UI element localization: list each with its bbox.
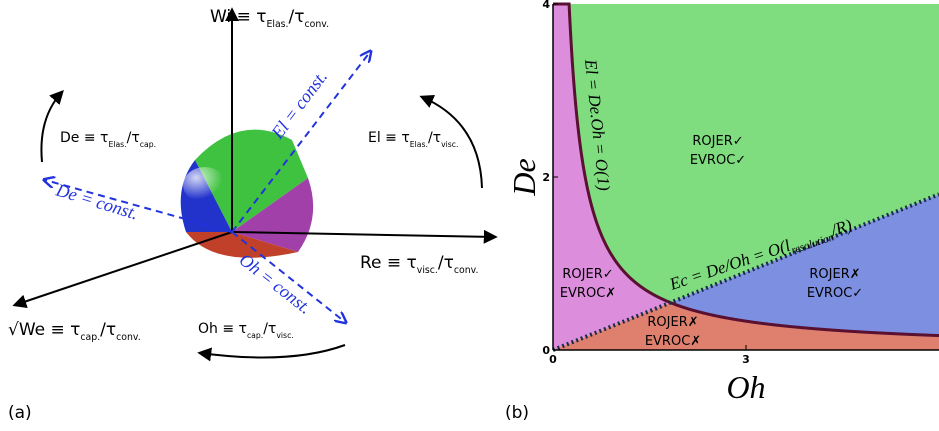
label-main: Wi ≡ τ (210, 7, 266, 27)
panel-a-drawing (15, 10, 495, 358)
label-sub: cap. (247, 331, 263, 340)
axis-label: Oh ≡ τcap./τvisc. (198, 321, 294, 340)
label-sub: Elas. (266, 19, 288, 30)
region-label: EVROC✓ (807, 286, 863, 301)
label-sub: conv. (454, 265, 479, 276)
axis-label: Re ≡ τvisc./τconv. (360, 253, 478, 276)
y-axis-label: De (506, 158, 542, 196)
label-sub: cap. (80, 332, 100, 343)
label-main: Oh ≡ τ (198, 321, 247, 337)
region-label: ROJER✗ (809, 267, 860, 282)
axis-label: √We ≡ τcap./τconv. (8, 320, 141, 343)
label-sub: visc. (276, 331, 293, 340)
y-tick-label: 2 (542, 171, 550, 184)
axis-label: El ≡ τElas./τvisc. (368, 130, 458, 149)
region-label: EVROC✗ (560, 286, 616, 301)
label-main: √We ≡ τ (8, 320, 80, 340)
label-mid: /τ (289, 7, 305, 27)
axis-label: De ≡ τElas./τcap. (60, 130, 156, 149)
label-sub: conv. (305, 19, 330, 30)
label-mid: /τ (100, 320, 116, 340)
y-tick-label: 0 (542, 344, 550, 357)
region-label: ROJER✓ (692, 134, 743, 149)
x-tick-label: 3 (742, 353, 750, 366)
label-sub: conv. (116, 332, 141, 343)
label-mid: /τ (263, 321, 276, 337)
label-main: Re ≡ τ (360, 253, 417, 273)
x-axis-label: Oh (726, 369, 765, 405)
axis-label: Wi ≡ τElas./τconv. (210, 7, 329, 30)
label-mid: /τ (438, 253, 454, 273)
region-label: EVROC✓ (690, 153, 746, 168)
const-label: De = const. (53, 179, 141, 223)
const-label: El = const. (267, 67, 332, 143)
label-mid: /τ (428, 130, 441, 146)
region-label: EVROC✗ (645, 334, 701, 349)
label-sub: Elas. (410, 140, 428, 149)
label-sub: cap. (140, 140, 156, 149)
x-tick-label: 0 (549, 353, 557, 366)
label-sub: visc. (417, 265, 438, 276)
label-main: De ≡ τ (60, 130, 108, 146)
y-tick-label: 4 (542, 0, 550, 11)
panel-tag: (a) (8, 403, 32, 423)
const-label: Oh = const. (236, 249, 316, 317)
region-label: ROJER✗ (647, 315, 698, 330)
region-label: ROJER✓ (562, 267, 613, 282)
label-mid: /τ (127, 130, 140, 146)
label-sub: Elas. (108, 140, 126, 149)
panel-tag: (b) (505, 403, 529, 423)
figure: Wi ≡ τElas./τconv.Re ≡ τvisc./τconv.√We … (0, 0, 939, 431)
label-sub: visc. (441, 140, 458, 149)
label-main: El ≡ τ (368, 130, 410, 146)
